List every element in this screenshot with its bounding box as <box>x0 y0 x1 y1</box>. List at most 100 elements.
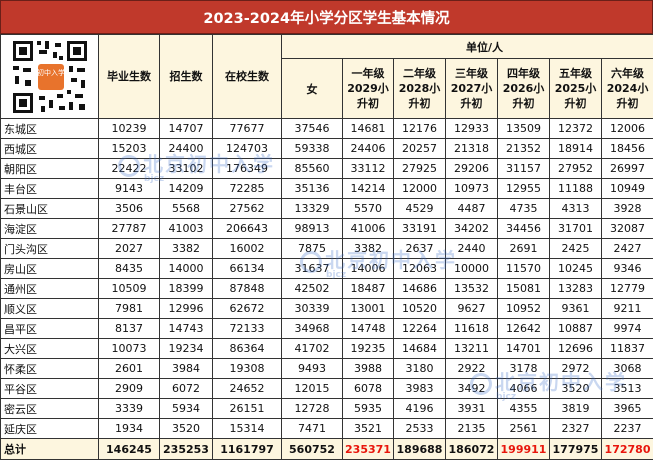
cell-g1: 33112 <box>343 159 394 179</box>
total-graduates: 146245 <box>99 439 160 460</box>
district-name: 石景山区 <box>1 199 99 219</box>
qr-badge-text: 初中入学 <box>37 68 65 77</box>
cell-enrolled: 5568 <box>160 199 213 219</box>
header-grade-2: 二年级2028小升初 <box>394 59 446 119</box>
cell-female: 30339 <box>282 299 343 319</box>
cell-g2: 27925 <box>394 159 446 179</box>
cell-graduates: 8137 <box>99 319 160 339</box>
cell-g1: 14006 <box>343 259 394 279</box>
district-name: 大兴区 <box>1 339 99 359</box>
qr-code-icon: 初中入学 <box>3 38 97 116</box>
cell-enrolled: 6072 <box>160 379 213 399</box>
cell-g6: 9346 <box>602 259 653 279</box>
cell-female: 7875 <box>282 239 343 259</box>
cell-g6: 9974 <box>602 319 653 339</box>
cell-female: 12015 <box>282 379 343 399</box>
cell-g1: 13001 <box>343 299 394 319</box>
cell-in-school: 26151 <box>213 399 282 419</box>
cell-g2: 14684 <box>394 339 446 359</box>
total-g1: 235371 <box>343 439 394 460</box>
cell-g3: 13211 <box>446 339 498 359</box>
district-name: 怀柔区 <box>1 359 99 379</box>
district-name: 顺义区 <box>1 299 99 319</box>
cell-graduates: 27787 <box>99 219 160 239</box>
cell-g5: 12372 <box>550 119 602 139</box>
cell-g4: 15081 <box>498 279 550 299</box>
cell-g4: 11570 <box>498 259 550 279</box>
cell-enrolled: 3520 <box>160 419 213 439</box>
cell-in-school: 27562 <box>213 199 282 219</box>
cell-g4: 31157 <box>498 159 550 179</box>
cell-g1: 5570 <box>343 199 394 219</box>
cell-in-school: 62672 <box>213 299 282 319</box>
header-grade-1: 一年级2029小升初 <box>343 59 394 119</box>
cell-in-school: 24652 <box>213 379 282 399</box>
cell-in-school: 87848 <box>213 279 282 299</box>
cell-g4: 4735 <box>498 199 550 219</box>
cell-g3: 13532 <box>446 279 498 299</box>
cell-female: 42502 <box>282 279 343 299</box>
cell-female: 12728 <box>282 399 343 419</box>
district-name: 密云区 <box>1 399 99 419</box>
cell-g5: 3520 <box>550 379 602 399</box>
cell-g4: 10952 <box>498 299 550 319</box>
total-g4: 199911 <box>498 439 550 460</box>
cell-g6: 2237 <box>602 419 653 439</box>
cell-g6: 9211 <box>602 299 653 319</box>
page-title: 2023-2024年小学分区学生基本情况 <box>0 0 653 34</box>
cell-g1: 41006 <box>343 219 394 239</box>
cell-in-school: 66134 <box>213 259 282 279</box>
cell-g5: 2972 <box>550 359 602 379</box>
cell-g1: 14748 <box>343 319 394 339</box>
cell-in-school: 86364 <box>213 339 282 359</box>
cell-graduates: 7981 <box>99 299 160 319</box>
cell-g4: 4066 <box>498 379 550 399</box>
cell-g3: 9627 <box>446 299 498 319</box>
cell-g4: 34456 <box>498 219 550 239</box>
cell-g6: 32087 <box>602 219 653 239</box>
cell-graduates: 3506 <box>99 199 160 219</box>
cell-enrolled: 41003 <box>160 219 213 239</box>
cell-g4: 12955 <box>498 179 550 199</box>
cell-in-school: 16002 <box>213 239 282 259</box>
cell-female: 98913 <box>282 219 343 239</box>
cell-in-school: 124703 <box>213 139 282 159</box>
district-name: 朝阳区 <box>1 159 99 179</box>
cell-graduates: 15203 <box>99 139 160 159</box>
cell-graduates: 22422 <box>99 159 160 179</box>
district-name: 门头沟区 <box>1 239 99 259</box>
cell-g4: 12642 <box>498 319 550 339</box>
cell-female: 37546 <box>282 119 343 139</box>
total-enrolled: 235253 <box>160 439 213 460</box>
qr-code-cell: 初中入学 <box>1 35 99 119</box>
header-grade-3: 三年级2027小升初 <box>446 59 498 119</box>
cell-g2: 2637 <box>394 239 446 259</box>
cell-g2: 10520 <box>394 299 446 319</box>
cell-g6: 12006 <box>602 119 653 139</box>
district-name: 丰台区 <box>1 179 99 199</box>
cell-g5: 10245 <box>550 259 602 279</box>
cell-enrolled: 33102 <box>160 159 213 179</box>
cell-g3: 29206 <box>446 159 498 179</box>
cell-g1: 18487 <box>343 279 394 299</box>
header-grade-4: 四年级2026小升初 <box>498 59 550 119</box>
cell-g1: 3382 <box>343 239 394 259</box>
cell-enrolled: 14209 <box>160 179 213 199</box>
cell-g2: 4196 <box>394 399 446 419</box>
cell-female: 35136 <box>282 179 343 199</box>
cell-g3: 10973 <box>446 179 498 199</box>
cell-g5: 12696 <box>550 339 602 359</box>
cell-g2: 12000 <box>394 179 446 199</box>
cell-g5: 31701 <box>550 219 602 239</box>
cell-g4: 13509 <box>498 119 550 139</box>
